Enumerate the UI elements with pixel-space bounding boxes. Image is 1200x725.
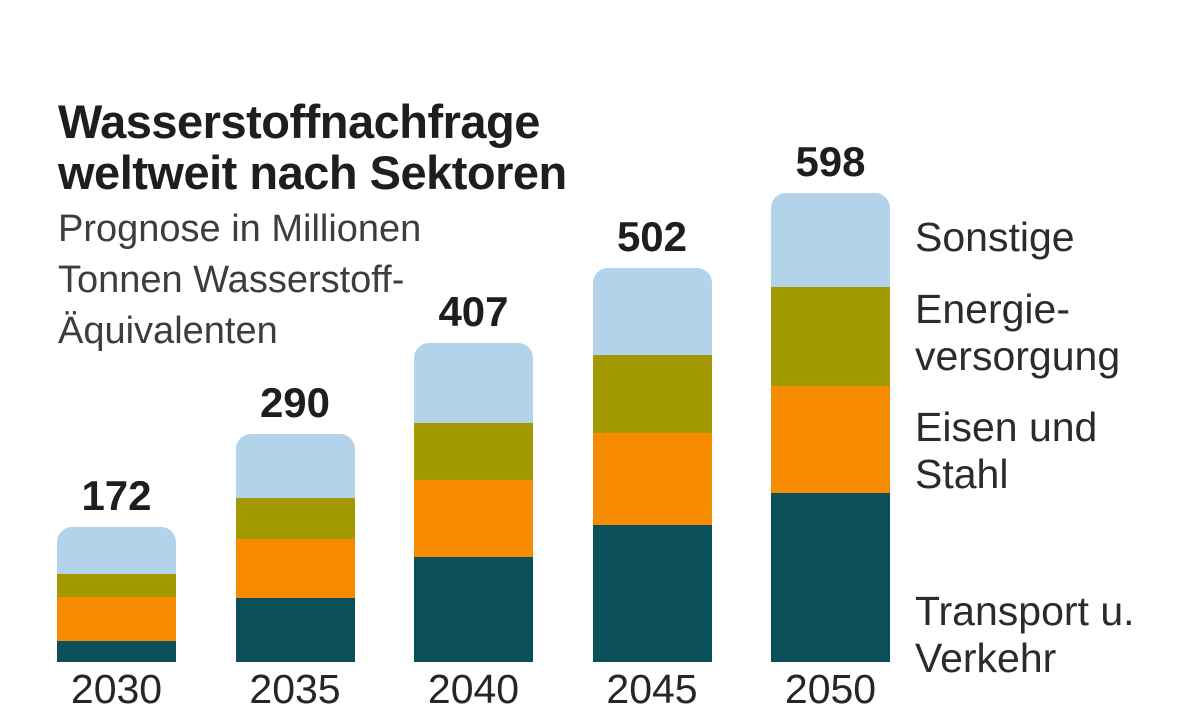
bar-segment-2045-energieversorgung bbox=[592, 355, 712, 433]
bar-segment-2050-sonstige bbox=[771, 192, 890, 287]
bar-2045 bbox=[592, 267, 712, 662]
bar-segment-2050-eisen-und-stahl bbox=[771, 385, 890, 494]
bar-segment-2045-sonstige bbox=[592, 267, 712, 356]
bar-segment-2050-energieversorgung bbox=[771, 286, 890, 386]
bar-segment-2040-sonstige bbox=[414, 342, 533, 423]
bar-segment-2040-eisen-und-stahl bbox=[414, 479, 533, 557]
x-axis-label-2035: 2035 bbox=[249, 666, 341, 712]
legend-label-energieversorgung: Energie- versorgung bbox=[915, 286, 1121, 379]
x-axis-label-2040: 2040 bbox=[427, 666, 520, 712]
bar-segment-2035-energieversorgung bbox=[235, 497, 355, 539]
bar-2040 bbox=[414, 342, 533, 662]
chart-title: Wasserstoffnachfrage weltweit nach Sekto… bbox=[58, 95, 567, 199]
bar-segment-2035-transport-u-verkehr bbox=[235, 598, 355, 662]
bar-total-label-2045: 502 bbox=[616, 212, 688, 260]
x-axis-label-2045: 2045 bbox=[606, 666, 698, 712]
bar-total-label-2040: 407 bbox=[438, 287, 509, 335]
bar-total-label-2030: 172 bbox=[81, 471, 152, 519]
bar-segment-2030-eisen-und-stahl bbox=[57, 596, 176, 641]
bar-segment-2035-sonstige bbox=[235, 434, 355, 498]
bar-segment-2030-energieversorgung bbox=[57, 574, 176, 597]
bar-2050 bbox=[771, 192, 890, 662]
bar-total-label-2035: 290 bbox=[259, 379, 331, 427]
bar-segment-2045-transport-u-verkehr bbox=[592, 525, 712, 662]
legend-label-sonstige: Sonstige bbox=[915, 214, 1075, 260]
legend-label-eisen-und-stahl: Eisen und Stahl bbox=[915, 404, 1098, 497]
bar-total-label-2050: 598 bbox=[795, 137, 866, 185]
legend-label-transport-verkehr: Transport u. Verkehr bbox=[915, 588, 1135, 681]
chart-subtitle: Prognose in Millionen Tonnen Wasserstoff… bbox=[58, 208, 422, 352]
bar-segment-2030-sonstige bbox=[57, 527, 176, 575]
bar-segment-2040-transport-u-verkehr bbox=[414, 556, 533, 662]
bar-segment-2045-eisen-und-stahl bbox=[592, 432, 712, 526]
x-axis-label-2030: 2030 bbox=[70, 666, 163, 712]
bar-segment-2030-transport-u-verkehr bbox=[57, 640, 176, 662]
bar-2035 bbox=[235, 434, 355, 662]
x-axis-label-2050: 2050 bbox=[784, 666, 877, 712]
bar-segment-2050-transport-u-verkehr bbox=[771, 493, 890, 662]
bar-2030 bbox=[57, 527, 176, 662]
bar-segment-2040-energieversorgung bbox=[414, 422, 533, 480]
bar-segment-2035-eisen-und-stahl bbox=[235, 538, 355, 599]
